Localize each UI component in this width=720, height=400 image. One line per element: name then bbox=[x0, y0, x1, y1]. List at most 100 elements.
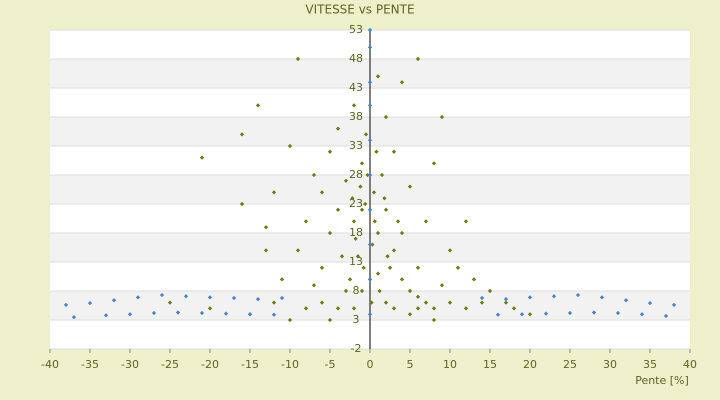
point bbox=[383, 207, 389, 212]
point bbox=[567, 310, 573, 316]
y-tick-label: 8 bbox=[353, 284, 360, 297]
point bbox=[271, 312, 277, 317]
y-tick-label: 43 bbox=[349, 81, 363, 94]
point bbox=[239, 132, 245, 137]
point bbox=[350, 196, 355, 201]
point bbox=[399, 277, 405, 282]
point bbox=[663, 313, 669, 319]
point bbox=[371, 190, 377, 195]
point bbox=[591, 310, 597, 315]
point bbox=[527, 295, 533, 300]
x-tick-label: 15 bbox=[483, 358, 497, 371]
point bbox=[351, 306, 357, 311]
point bbox=[387, 265, 393, 270]
point bbox=[399, 230, 405, 236]
point bbox=[575, 292, 581, 298]
point bbox=[495, 312, 501, 317]
point bbox=[463, 219, 469, 224]
point bbox=[374, 149, 379, 154]
point bbox=[463, 306, 469, 311]
point bbox=[279, 295, 285, 301]
point bbox=[353, 236, 358, 241]
point bbox=[319, 265, 325, 270]
x-tick-label: 25 bbox=[563, 358, 577, 371]
point bbox=[255, 296, 261, 302]
point bbox=[439, 283, 445, 288]
point bbox=[487, 288, 493, 294]
point bbox=[519, 312, 525, 317]
point bbox=[363, 201, 368, 207]
point bbox=[647, 301, 653, 306]
point bbox=[431, 161, 437, 166]
point bbox=[367, 138, 373, 143]
point bbox=[391, 248, 397, 253]
point bbox=[551, 294, 557, 299]
point bbox=[319, 190, 325, 195]
point bbox=[367, 172, 373, 178]
point bbox=[359, 207, 365, 212]
x-tick-label: 0 bbox=[367, 358, 374, 371]
x-tick-label: -5 bbox=[325, 358, 336, 371]
y-tick-label: 28 bbox=[349, 168, 363, 181]
x-tick-label: 20 bbox=[523, 358, 537, 371]
point bbox=[231, 295, 237, 301]
x-tick-label: 35 bbox=[643, 358, 657, 371]
point bbox=[343, 178, 349, 183]
point bbox=[347, 277, 353, 282]
x-tick-label: -30 bbox=[121, 358, 139, 371]
y-tick-label: 38 bbox=[349, 110, 363, 123]
point bbox=[359, 161, 365, 166]
point bbox=[423, 219, 429, 224]
x-tick-label: -20 bbox=[201, 358, 219, 371]
point bbox=[379, 172, 385, 178]
point bbox=[327, 317, 333, 323]
point bbox=[207, 295, 213, 300]
point bbox=[311, 283, 317, 288]
point bbox=[335, 207, 341, 212]
point bbox=[127, 312, 133, 317]
point bbox=[351, 219, 357, 224]
point bbox=[367, 312, 373, 317]
point bbox=[151, 310, 157, 316]
point bbox=[175, 310, 181, 315]
point bbox=[207, 306, 213, 311]
point bbox=[383, 300, 389, 305]
point bbox=[167, 300, 173, 305]
x-tick-label: 40 bbox=[683, 358, 697, 371]
point bbox=[287, 317, 293, 323]
point bbox=[639, 312, 645, 317]
y-tick-label: 33 bbox=[349, 139, 363, 152]
point bbox=[363, 132, 369, 137]
point bbox=[367, 277, 373, 282]
point bbox=[361, 265, 366, 270]
point bbox=[159, 292, 165, 298]
point bbox=[303, 306, 309, 311]
point bbox=[369, 300, 374, 305]
point bbox=[503, 300, 509, 305]
point bbox=[385, 254, 390, 259]
point bbox=[391, 149, 397, 154]
point bbox=[407, 184, 413, 189]
point bbox=[135, 295, 141, 300]
point bbox=[431, 317, 437, 323]
x-tick-label: 10 bbox=[443, 358, 457, 371]
point bbox=[370, 242, 375, 247]
point bbox=[223, 311, 229, 316]
point bbox=[431, 306, 437, 311]
point bbox=[339, 254, 345, 259]
point bbox=[311, 172, 317, 178]
point bbox=[355, 254, 361, 259]
point bbox=[199, 310, 205, 316]
point bbox=[415, 265, 421, 270]
point bbox=[271, 190, 277, 195]
point bbox=[375, 230, 381, 236]
point bbox=[247, 312, 253, 317]
point bbox=[295, 248, 301, 253]
point bbox=[343, 288, 349, 294]
point bbox=[375, 271, 381, 276]
point bbox=[365, 172, 370, 178]
point bbox=[471, 277, 477, 282]
x-tick-label: 30 bbox=[603, 358, 617, 371]
point bbox=[503, 296, 509, 302]
point bbox=[511, 306, 517, 311]
